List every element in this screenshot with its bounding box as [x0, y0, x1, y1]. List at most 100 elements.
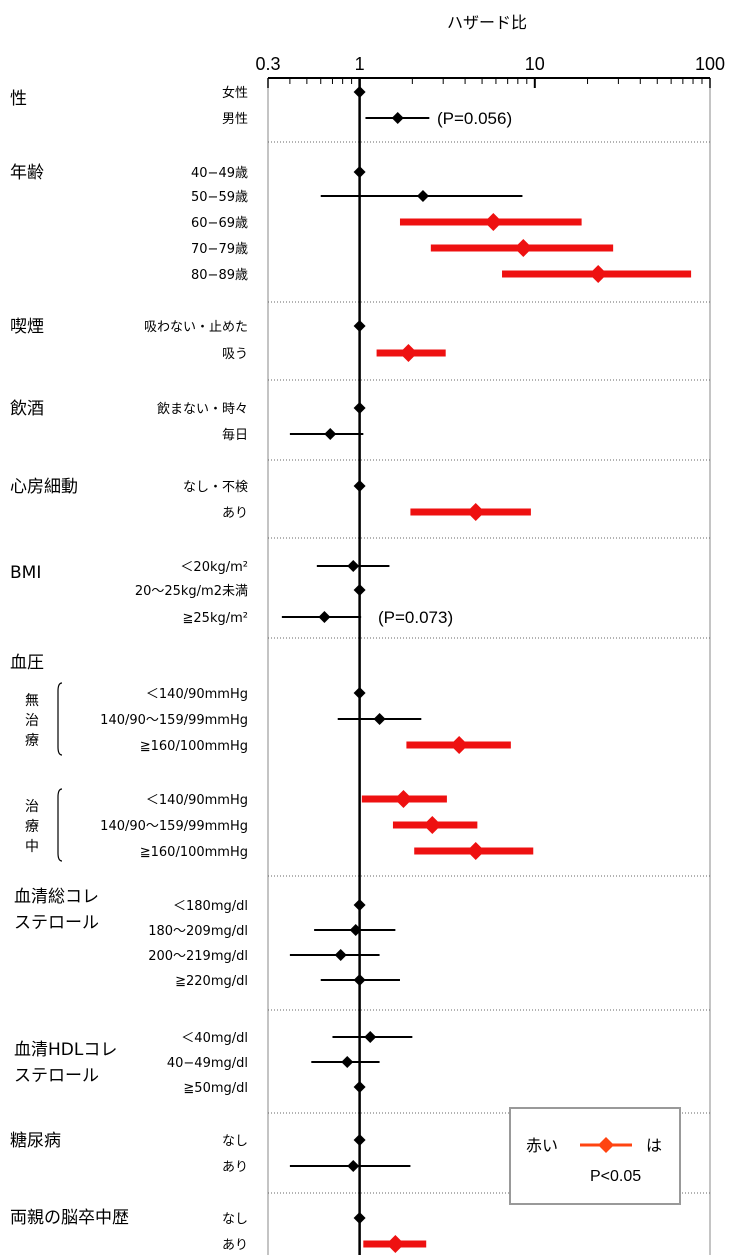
subgroup-label: 無	[25, 693, 39, 709]
hr-marker	[353, 1081, 366, 1093]
subgroup-label: 療	[25, 818, 39, 835]
significant-hr-marker	[423, 816, 442, 834]
plot-frame	[267, 77, 711, 1255]
group-label: 性	[10, 89, 27, 109]
hr-marker	[353, 687, 366, 699]
hr-marker	[353, 1212, 366, 1224]
row-label: 60−69歳	[191, 216, 248, 231]
legend-note: P<0.05	[590, 1168, 641, 1185]
row-label: ≧50mg/dl	[183, 1081, 248, 1096]
significant-hr-marker	[394, 790, 413, 808]
hr-marker	[353, 320, 366, 332]
significant-hr-marker	[466, 503, 485, 521]
row-label: ≧160/100mmHg	[140, 845, 248, 860]
row-label: 200〜219mg/dl	[148, 949, 248, 964]
row-label: ＜140/90mmHg	[146, 687, 248, 702]
row-label: 180〜209mg/dl	[148, 924, 248, 939]
tick-label: 10	[525, 54, 545, 74]
group-label: 心房細動	[10, 477, 78, 497]
hr-marker	[347, 560, 360, 572]
legend: 赤い は P<0.05	[509, 1107, 681, 1205]
row-label: ＜180mg/dl	[173, 899, 248, 914]
row-label: なし	[222, 1134, 248, 1149]
x-axis-title: ハザード比	[447, 13, 527, 32]
row-label: 70−79歳	[191, 242, 248, 257]
group-label: 血清総コレ	[14, 887, 99, 907]
row-label: あり	[222, 1238, 248, 1253]
p-value-annotation: (P=0.056)	[437, 109, 512, 128]
tick-label: 1	[355, 54, 365, 74]
group-label: 飲酒	[10, 399, 44, 419]
significant-hr-marker	[514, 239, 533, 257]
row-label: 女性	[222, 85, 248, 101]
hr-marker	[324, 428, 337, 440]
tick-label: 100	[695, 54, 725, 74]
row-label: 40−49歳	[191, 166, 248, 181]
row-labels: 性女性男性年齢 40−49歳50−59歳60−69歳70−79歳80−89歳喫煙吸…	[10, 85, 248, 1253]
group-label: 年齢	[10, 163, 44, 183]
row-label: 飲まない・時々	[157, 401, 248, 417]
row-label: 80−89歳	[191, 268, 248, 283]
p-value-annotations: (P=0.056) (P=0.073)	[378, 109, 512, 627]
row-label: あり	[222, 506, 248, 521]
significant-hr-marker	[450, 736, 469, 754]
significant-hr-marker	[386, 1235, 405, 1253]
row-label: ＜140/90mmHg	[146, 793, 248, 808]
row-label: あり	[222, 1160, 248, 1175]
row-label: ≧160/100mmHg	[140, 739, 248, 754]
group-label: ステロール	[14, 913, 99, 933]
row-label: 40−49mg/dl	[167, 1056, 248, 1071]
significant-hr-marker	[466, 842, 485, 860]
row-label: 吸う	[222, 347, 248, 362]
hr-marker	[349, 924, 362, 936]
row-label: ＜20kg/m²	[180, 560, 248, 575]
hr-marker	[318, 611, 331, 623]
x-axis-ticks: 0.3 1 10 100	[255, 54, 725, 88]
hr-marker	[334, 949, 347, 961]
confidence-intervals	[281, 117, 692, 1248]
hr-marker	[347, 1160, 360, 1172]
group-separators	[268, 141, 710, 1194]
row-label: 毎日	[222, 427, 248, 443]
hr-marker	[353, 480, 366, 492]
row-label: 140/90〜159/99mmHg	[100, 713, 248, 728]
row-label: ≧25kg/m²	[183, 611, 248, 626]
row-label: ≧220mg/dl	[175, 974, 248, 989]
significant-hr-marker	[484, 213, 503, 231]
hr-marker	[341, 1056, 354, 1068]
hr-marker	[353, 402, 366, 414]
group-label: BMI	[10, 563, 41, 583]
group-label: 血清HDLコレ	[14, 1040, 117, 1060]
hr-marker	[364, 1031, 377, 1043]
hr-marker	[353, 974, 366, 986]
hr-marker	[353, 166, 366, 178]
hr-marker	[353, 1134, 366, 1146]
legend-suffix: は	[646, 1136, 662, 1155]
group-label: ステロール	[14, 1066, 99, 1086]
hr-marker	[416, 190, 429, 202]
row-label: 140/90〜159/99mmHg	[100, 819, 248, 834]
row-label: 20〜25kg/m2未満	[135, 584, 248, 599]
tick-label: 0.3	[255, 54, 280, 74]
group-label: 血圧	[10, 653, 44, 673]
group-label: 両親の脳卒中歴	[10, 1208, 129, 1228]
subgroup-label: 治	[25, 799, 39, 815]
p-value-annotation: (P=0.073)	[378, 608, 453, 627]
row-label: なし・不検	[183, 480, 248, 495]
hr-marker	[353, 86, 366, 98]
hr-marker	[353, 584, 366, 596]
subgroup-label: 治	[25, 713, 39, 729]
legend-box	[509, 1107, 681, 1205]
row-label: なし	[222, 1212, 248, 1227]
row-label: 男性	[222, 112, 248, 127]
hazard-ratio-markers	[318, 86, 608, 1253]
row-label: 50−59歳	[191, 190, 248, 205]
legend-marker	[598, 1137, 614, 1153]
hr-marker	[391, 112, 404, 124]
group-label: 喫煙	[10, 317, 44, 337]
row-label: 吸わない・止めた	[144, 320, 248, 335]
subgroup-label: 中	[25, 839, 39, 855]
significant-hr-marker	[589, 265, 608, 283]
legend-prefix: 赤い	[526, 1136, 558, 1155]
